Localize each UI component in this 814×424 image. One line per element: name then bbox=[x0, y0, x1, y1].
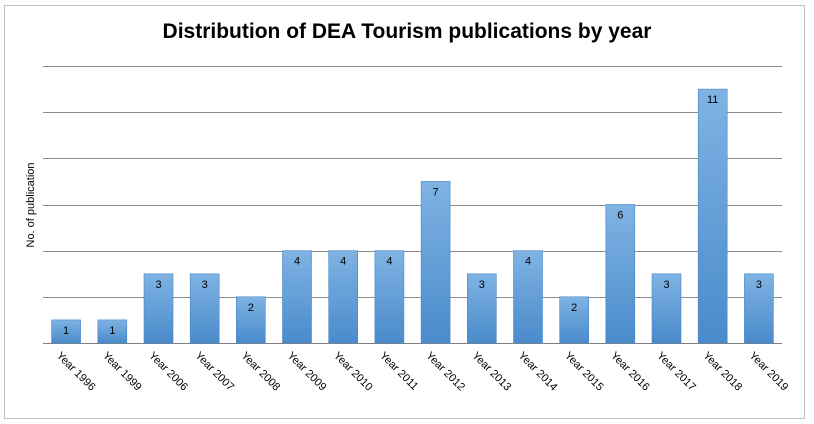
bar-year-2009 bbox=[282, 250, 312, 344]
data-label: 11 bbox=[707, 94, 718, 106]
bar-year-1999 bbox=[97, 319, 128, 344]
x-tick-label: Year 2018 bbox=[700, 350, 744, 394]
bar-year-2010 bbox=[328, 250, 359, 344]
data-label: 4 bbox=[294, 256, 300, 268]
x-tick-label: Year 1999 bbox=[100, 350, 144, 394]
bar-year-2016 bbox=[605, 204, 636, 344]
data-label: 3 bbox=[756, 279, 762, 291]
data-label: 2 bbox=[248, 302, 254, 314]
bar-year-2013 bbox=[466, 273, 497, 344]
x-tick-label: Year 2015 bbox=[562, 350, 606, 394]
data-label: 7 bbox=[433, 186, 439, 198]
gridlines bbox=[43, 66, 782, 344]
x-tick-label: Year 2006 bbox=[146, 350, 190, 394]
data-label: 4 bbox=[525, 256, 531, 268]
bar-year-2019 bbox=[744, 273, 774, 344]
bar-year-2014 bbox=[513, 250, 543, 344]
x-tick-label: Year 2007 bbox=[192, 350, 236, 394]
x-tick-label: Year 2016 bbox=[608, 350, 652, 394]
chart-frame bbox=[4, 5, 805, 419]
x-tick-label: Year 2019 bbox=[747, 350, 791, 394]
data-label: 4 bbox=[386, 256, 392, 268]
bar-year-2006 bbox=[143, 273, 174, 344]
data-label: 3 bbox=[202, 279, 208, 291]
x-tick-label: Year 1996 bbox=[54, 350, 98, 394]
x-tick-label: Year 2013 bbox=[470, 350, 514, 394]
x-tick-label: Year 2009 bbox=[285, 350, 329, 394]
data-label: 4 bbox=[340, 256, 346, 268]
data-label: 2 bbox=[571, 302, 577, 314]
x-tick-label: Year 2014 bbox=[516, 350, 560, 394]
data-label: 3 bbox=[155, 279, 161, 291]
bar-year-2012 bbox=[420, 181, 451, 344]
chart-title: Distribution of DEA Tourism publications… bbox=[162, 20, 652, 43]
bars bbox=[51, 88, 774, 344]
data-label: 1 bbox=[109, 325, 115, 337]
data-label: 1 bbox=[63, 325, 69, 337]
x-tick-label: Year 2008 bbox=[239, 350, 283, 394]
bar-year-2011 bbox=[374, 250, 405, 344]
bar-year-2015 bbox=[559, 296, 590, 344]
x-tick-label: Year 2012 bbox=[423, 350, 467, 394]
x-tick-labels: Year 1996 Year 1999 Year 2006 Year 2007 Year… bbox=[54, 350, 790, 394]
data-label: 6 bbox=[617, 210, 623, 222]
y-axis-title: No. of publication bbox=[25, 163, 37, 248]
data-label: 3 bbox=[479, 279, 485, 291]
bar-year-2008 bbox=[236, 296, 266, 344]
x-tick-label: Year 2011 bbox=[377, 350, 420, 393]
x-tick-label: Year 2010 bbox=[331, 350, 375, 394]
bar-year-2017 bbox=[651, 273, 682, 344]
bar-year-2018 bbox=[697, 88, 728, 344]
data-label: 3 bbox=[663, 279, 669, 291]
x-tick-label: Year 2017 bbox=[654, 350, 698, 394]
bar-year-2007 bbox=[189, 273, 220, 344]
bar-year-1996 bbox=[51, 319, 81, 344]
